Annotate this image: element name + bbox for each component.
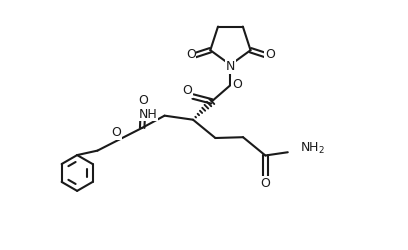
Text: O: O: [260, 177, 271, 190]
Text: N: N: [226, 60, 235, 73]
Text: O: O: [186, 48, 196, 61]
Text: NH: NH: [138, 108, 157, 120]
Text: O: O: [112, 126, 122, 139]
Text: O: O: [232, 78, 242, 91]
Text: O: O: [182, 84, 192, 97]
Text: O: O: [138, 94, 148, 107]
Text: O: O: [265, 48, 275, 61]
Text: NH$_2$: NH$_2$: [300, 141, 325, 156]
